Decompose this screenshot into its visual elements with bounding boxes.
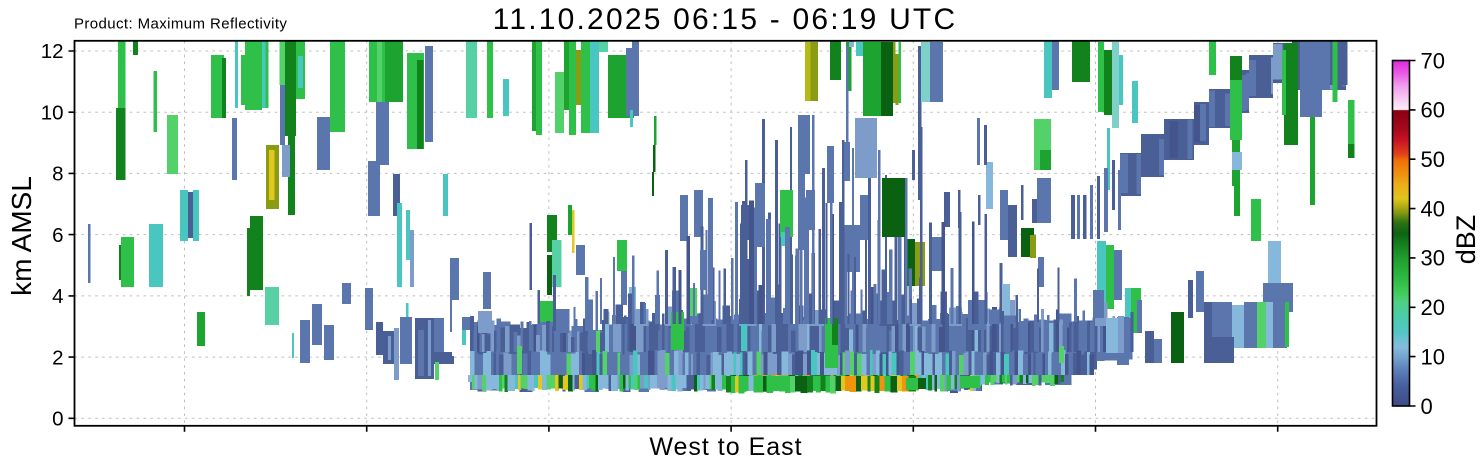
svg-text:Product: Maximum Reflectivity: Product: Maximum Reflectivity bbox=[74, 16, 287, 33]
svg-text:2: 2 bbox=[52, 346, 63, 369]
svg-text:60: 60 bbox=[1421, 98, 1445, 123]
svg-text:4: 4 bbox=[52, 285, 63, 308]
svg-text:8: 8 bbox=[52, 163, 63, 186]
svg-text:50: 50 bbox=[1421, 147, 1445, 172]
svg-text:km AMSL: km AMSL bbox=[6, 176, 37, 296]
svg-text:40: 40 bbox=[1421, 196, 1445, 221]
svg-text:West to East: West to East bbox=[649, 433, 802, 461]
svg-text:10: 10 bbox=[41, 101, 64, 124]
svg-text:12: 12 bbox=[41, 40, 64, 63]
svg-text:6: 6 bbox=[52, 224, 63, 247]
svg-text:20: 20 bbox=[1421, 295, 1445, 320]
svg-text:0: 0 bbox=[52, 408, 63, 431]
svg-text:30: 30 bbox=[1421, 246, 1445, 271]
svg-text:70: 70 bbox=[1421, 48, 1445, 73]
svg-text:dBZ: dBZ bbox=[1451, 215, 1481, 265]
svg-text:10: 10 bbox=[1421, 344, 1445, 369]
svg-text:11.10.2025 06:15 - 06:19 UTC: 11.10.2025 06:15 - 06:19 UTC bbox=[493, 3, 958, 36]
svg-text:0: 0 bbox=[1421, 394, 1433, 419]
